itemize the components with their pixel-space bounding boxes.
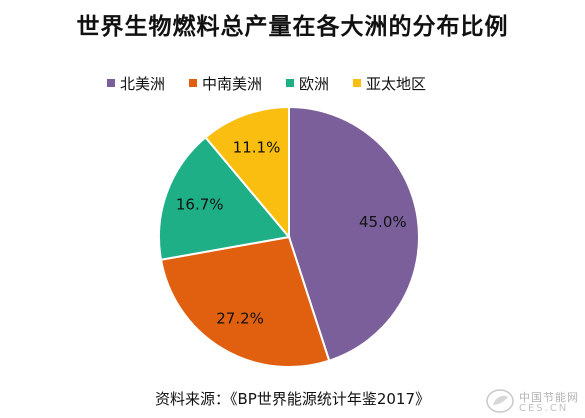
watermark: 中国节能网 CES.CN — [485, 388, 579, 414]
pie-data-labels: 45.0% 27.2% 16.7% 11.1% — [176, 139, 407, 328]
energy-leaf-logo-icon — [486, 389, 514, 413]
data-label-central-south-america: 27.2% — [216, 310, 264, 328]
pie-slice-europe — [158, 135, 291, 261]
legend-label: 亚太地区 — [366, 74, 427, 93]
pie-slices — [158, 105, 420, 368]
chart-legend: 北美洲 中南美洲 欧洲 亚太地区 — [107, 73, 450, 93]
legend-item-asia-pacific: 亚太地区 — [353, 73, 426, 94]
watermark-en: CES.CN — [519, 402, 569, 414]
legend-label: 北美洲 — [120, 74, 166, 93]
legend-label: 中南美洲 — [202, 74, 263, 93]
watermark-cn: 中国节能网 — [519, 390, 579, 404]
legend-item-central-south-america: 中南美洲 — [189, 73, 262, 94]
legend-item-north-america: 北美洲 — [107, 73, 165, 94]
data-label-europe: 16.7% — [176, 196, 224, 214]
pie-slice-north-america — [288, 105, 420, 362]
chart-title: 世界生物燃料总产量在各大洲的分布比例 — [76, 14, 509, 40]
data-label-north-america: 45.0% — [359, 213, 407, 231]
data-label-asia-pacific: 11.1% — [233, 139, 281, 157]
legend-swatch — [286, 79, 295, 87]
legend-item-europe: 欧洲 — [286, 73, 329, 94]
legend-swatch — [189, 79, 198, 87]
legend-label: 欧洲 — [299, 74, 330, 93]
pie-slice-asia-pacific — [204, 105, 290, 240]
legend-swatch — [107, 79, 115, 87]
source-note: 资料来源：《BP世界能源统计年鉴2017》 — [154, 390, 430, 408]
pie-slice-central-south-america — [159, 235, 331, 368]
legend-swatch — [353, 79, 362, 87]
